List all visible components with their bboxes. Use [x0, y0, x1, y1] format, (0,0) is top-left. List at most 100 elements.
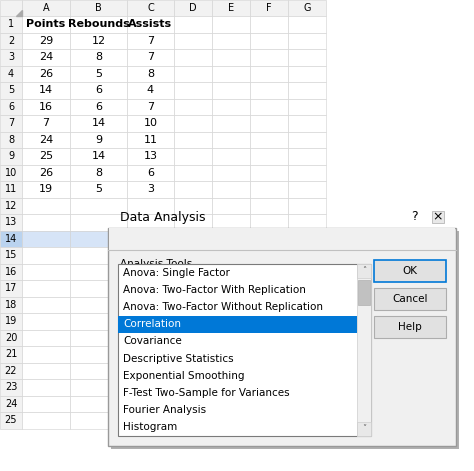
Text: Assists: Assists [128, 19, 173, 29]
Bar [70, 82, 127, 98]
Bar [0, 131, 22, 148]
Text: 24: 24 [39, 52, 53, 62]
Bar [22, 330, 70, 346]
Text: ×: × [433, 211, 443, 224]
Bar [22, 98, 70, 115]
Bar [288, 16, 326, 32]
Text: 16: 16 [5, 267, 17, 277]
Bar [212, 313, 250, 330]
Text: 7: 7 [147, 52, 154, 62]
Bar [174, 0, 212, 16]
Bar [70, 313, 127, 330]
Bar [212, 280, 250, 297]
Text: 21: 21 [5, 349, 17, 359]
Bar [250, 115, 288, 131]
Text: 5: 5 [8, 85, 14, 95]
Text: F-Test Two-Sample for Variances: F-Test Two-Sample for Variances [123, 388, 290, 398]
Bar [108, 228, 456, 446]
Text: 7: 7 [147, 102, 154, 112]
Bar [0, 98, 22, 115]
Text: 14: 14 [39, 85, 53, 95]
Bar [111, 231, 459, 449]
Bar [288, 197, 326, 214]
Bar [288, 297, 326, 313]
Bar [212, 0, 250, 16]
Bar [212, 98, 250, 115]
Bar [0, 49, 22, 65]
Bar [212, 181, 250, 197]
Text: ˄: ˄ [362, 267, 366, 276]
Bar [250, 396, 288, 412]
Bar [22, 214, 70, 230]
Bar [0, 263, 22, 280]
Bar [288, 313, 326, 330]
Bar [288, 214, 326, 230]
Text: C: C [147, 3, 154, 13]
Bar [250, 32, 288, 49]
Bar [250, 82, 288, 98]
Bar [0, 230, 22, 247]
Bar [22, 65, 70, 82]
Bar [22, 0, 70, 16]
Text: 11: 11 [144, 135, 157, 145]
Bar [0, 247, 22, 263]
Bar [0, 148, 22, 164]
Text: 10: 10 [144, 118, 157, 128]
Bar [374, 288, 446, 310]
Bar [0, 65, 22, 82]
Bar [127, 82, 174, 98]
Text: 6: 6 [95, 85, 102, 95]
Bar [212, 247, 250, 263]
Text: ?: ? [410, 211, 417, 224]
Polygon shape [16, 10, 22, 16]
Bar [212, 230, 250, 247]
Bar [22, 263, 70, 280]
Bar [70, 0, 127, 16]
Bar [127, 280, 174, 297]
Bar [212, 214, 250, 230]
Bar [70, 131, 127, 148]
Bar [127, 363, 174, 379]
Bar [127, 49, 174, 65]
Text: 3: 3 [147, 184, 154, 194]
Bar [250, 280, 288, 297]
Bar [288, 148, 326, 164]
Text: 14: 14 [5, 234, 17, 244]
Text: 26: 26 [39, 69, 53, 79]
Bar [0, 115, 22, 131]
Bar [22, 49, 70, 65]
Bar [358, 280, 370, 305]
Text: 19: 19 [5, 316, 17, 326]
Bar [22, 197, 70, 214]
Bar [174, 263, 212, 280]
Bar [127, 32, 174, 49]
Bar [288, 131, 326, 148]
Bar [22, 412, 70, 429]
Bar [70, 412, 127, 429]
Bar [288, 412, 326, 429]
Bar [127, 16, 174, 32]
Text: Anova: Single Factor: Anova: Single Factor [123, 268, 230, 277]
Text: 26: 26 [39, 168, 53, 178]
Bar [250, 330, 288, 346]
Text: 18: 18 [5, 300, 17, 310]
Bar [22, 82, 70, 98]
Bar [70, 297, 127, 313]
Bar [212, 115, 250, 131]
Text: OK: OK [402, 266, 418, 276]
Text: D: D [189, 3, 197, 13]
Bar [288, 330, 326, 346]
Text: 24: 24 [39, 135, 53, 145]
Bar [127, 330, 174, 346]
Bar [250, 65, 288, 82]
Bar [0, 412, 22, 429]
Bar [174, 49, 212, 65]
Bar [0, 197, 22, 214]
Text: 6: 6 [8, 102, 14, 112]
Bar [212, 82, 250, 98]
Bar [174, 131, 212, 148]
Text: B: B [95, 3, 102, 13]
Bar [250, 379, 288, 396]
Bar [288, 346, 326, 363]
Bar [127, 115, 174, 131]
